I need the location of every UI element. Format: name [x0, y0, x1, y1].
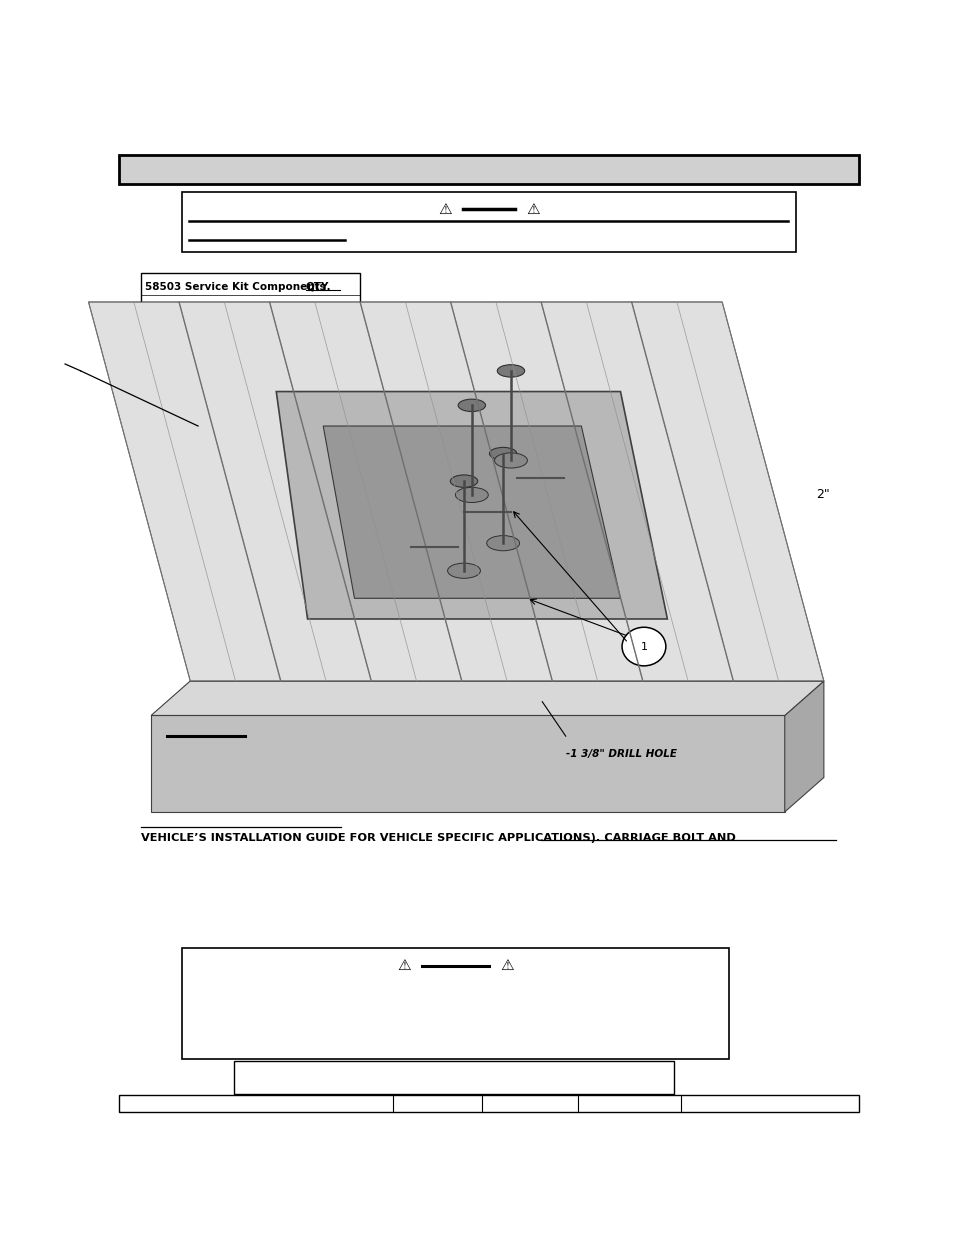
Ellipse shape [457, 400, 485, 411]
Ellipse shape [447, 563, 480, 579]
Polygon shape [151, 682, 823, 715]
Bar [119, 1095, 858, 1113]
Text: 1: 1 [639, 642, 647, 652]
Text: Instead of using the rail kit’s horseshoe spacer, drop service kit tube spacer (: Instead of using the rail kit’s horsesho… [141, 375, 716, 387]
Text: VEHICLE’S INSTALLATION GUIDE FOR VEHICLE SPECIFIC APPLICATIONS). CARRIAGE BOLT A: VEHICLE’S INSTALLATION GUIDE FOR VEHICLE… [141, 833, 736, 843]
Circle shape [621, 628, 665, 665]
Text: ⚠: ⚠ [500, 957, 514, 972]
Bar [119, 155, 858, 184]
Text: -1 3/8" DRILL HOLE: -1 3/8" DRILL HOLE [565, 749, 676, 759]
Ellipse shape [489, 447, 517, 460]
Bar [182, 949, 728, 1059]
Polygon shape [323, 426, 619, 598]
Text: (4): (4) [305, 303, 322, 313]
Ellipse shape [497, 365, 524, 377]
Text: ⚠: ⚠ [526, 202, 539, 217]
Text: 1. Spacers: 1. Spacers [145, 303, 207, 313]
Text: torqueing 2”: torqueing 2” [282, 393, 356, 406]
Bar [182, 192, 795, 252]
Text: 2": 2" [815, 489, 829, 501]
Ellipse shape [455, 487, 488, 502]
Ellipse shape [486, 535, 519, 551]
Text: QTY.: QTY. [305, 282, 331, 292]
Bar [141, 273, 359, 321]
Text: 58503 Service Kit Components: 58503 Service Kit Components [145, 282, 326, 292]
Polygon shape [784, 682, 823, 812]
Text: ⚠: ⚠ [437, 202, 451, 217]
Text: the truck bed’s angled corrugation interferes with the mounting rail drill hole,: the truck bed’s angled corrugation inter… [141, 326, 632, 340]
Polygon shape [89, 302, 823, 682]
Polygon shape [276, 391, 667, 619]
Polygon shape [151, 715, 784, 812]
Ellipse shape [450, 475, 477, 487]
Text: ⚠: ⚠ [396, 957, 411, 972]
Text: a 1 3/8” diameter drill.: a 1 3/8” diameter drill. [141, 347, 276, 360]
Bar [233, 1061, 673, 1094]
Ellipse shape [494, 452, 527, 469]
